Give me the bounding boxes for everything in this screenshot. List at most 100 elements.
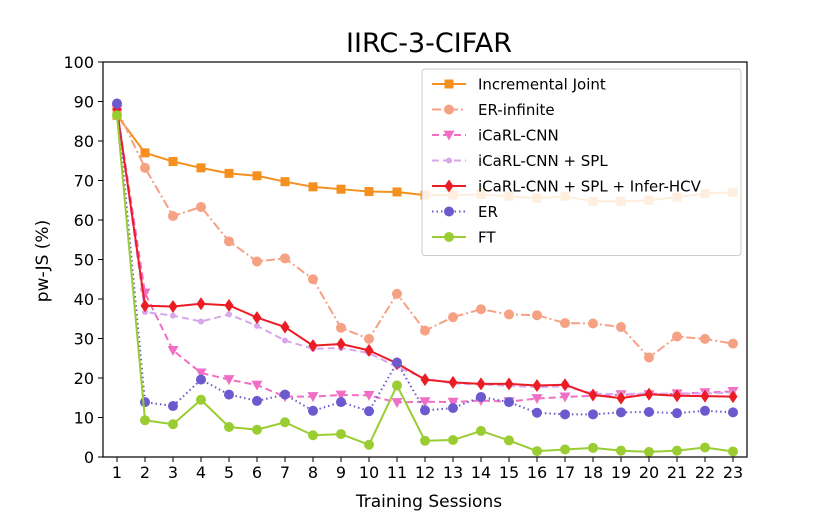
data-point (168, 157, 178, 167)
legend-entry: ER (432, 203, 498, 221)
data-point (336, 337, 346, 351)
data-point (559, 392, 571, 403)
data-point (280, 253, 290, 264)
legend: Incremental Joint ER-infinite iCaRL-CNN iCa… (421, 68, 742, 256)
x-tick-label: 3 (168, 463, 178, 482)
data-point (616, 445, 626, 456)
data-point (364, 187, 374, 197)
legend-marker (443, 130, 455, 141)
x-tick-label: 13 (443, 463, 463, 482)
data-point (672, 331, 682, 342)
legend-label: iCaRL-CNN (478, 127, 559, 145)
data-point (168, 211, 178, 222)
data-point (280, 417, 290, 428)
legend-marker (446, 157, 452, 164)
data-point (364, 439, 374, 450)
y-tick-label: 0 (84, 448, 94, 467)
legend-marker (444, 179, 454, 193)
data-point (364, 333, 374, 344)
data-point (336, 322, 346, 333)
data-point (644, 352, 654, 363)
y-tick-label: 100 (63, 53, 94, 72)
data-point (224, 236, 234, 247)
chart-title: IIRC-3-CIFAR (346, 28, 512, 59)
data-point (448, 375, 458, 389)
data-point (448, 403, 458, 414)
data-point (644, 406, 654, 417)
data-point (224, 421, 234, 432)
data-point (588, 409, 598, 420)
data-point (728, 446, 738, 457)
y-tick-label: 60 (74, 211, 94, 230)
data-point (336, 397, 346, 408)
legend-box (421, 68, 742, 256)
x-tick-label: 23 (723, 463, 743, 482)
data-point (198, 318, 204, 325)
data-point (252, 171, 262, 181)
data-point (616, 391, 626, 405)
data-point (364, 343, 374, 357)
x-tick-label: 18 (583, 463, 603, 482)
data-point (560, 318, 570, 329)
data-point (252, 424, 262, 435)
data-point (112, 110, 122, 121)
series-6 (112, 110, 738, 457)
legend-marker (444, 206, 454, 217)
data-point (644, 446, 654, 457)
data-point (252, 311, 262, 325)
legend-label: ER (478, 203, 498, 221)
x-tick-label: 19 (611, 463, 631, 482)
x-tick-label: 21 (667, 463, 687, 482)
data-point (280, 320, 290, 334)
legend-label: FT (478, 229, 496, 247)
data-point (588, 388, 598, 402)
legend-marker (444, 232, 454, 242)
data-point (226, 311, 232, 318)
data-point (170, 312, 176, 319)
data-point (308, 405, 318, 416)
legend-label: ER-infinite (478, 101, 555, 119)
data-point (616, 407, 626, 418)
legend-entry: Incremental Joint (432, 76, 606, 94)
data-point (700, 442, 710, 453)
data-point (308, 274, 318, 285)
data-point (476, 304, 486, 315)
data-point (504, 397, 514, 408)
data-point (728, 407, 738, 418)
x-tick-label: 8 (308, 463, 318, 482)
data-point (392, 380, 402, 391)
legend-label: iCaRL-CNN + SPL + Infer-HCV (478, 178, 702, 196)
data-point (364, 406, 374, 417)
data-point (504, 309, 514, 320)
data-point (196, 394, 206, 405)
x-tick-label: 20 (639, 463, 659, 482)
data-point (448, 312, 458, 323)
data-point (532, 310, 542, 321)
y-tick-label: 70 (74, 172, 94, 191)
data-point (476, 425, 486, 436)
data-point (616, 322, 626, 333)
data-point (140, 162, 150, 173)
data-point (700, 333, 710, 344)
legend-label: iCaRL-CNN + SPL (478, 152, 608, 170)
legend-marker (444, 79, 454, 89)
data-point (672, 389, 682, 403)
data-point (254, 322, 260, 329)
data-point (308, 430, 318, 441)
data-point (392, 187, 402, 197)
legend-entry: FT (432, 229, 496, 247)
series-4 (112, 102, 738, 405)
data-point (224, 168, 234, 178)
data-point (447, 397, 459, 408)
data-point (532, 407, 542, 418)
data-point (308, 182, 318, 192)
x-tick-label: 15 (499, 463, 519, 482)
data-point (112, 98, 122, 109)
x-tick-label: 17 (555, 463, 575, 482)
x-tick-label: 7 (280, 463, 290, 482)
y-axis-label: pw-JS (%) (33, 220, 53, 302)
y-tick-label: 40 (74, 290, 94, 309)
y-tick-label: 10 (74, 409, 94, 428)
